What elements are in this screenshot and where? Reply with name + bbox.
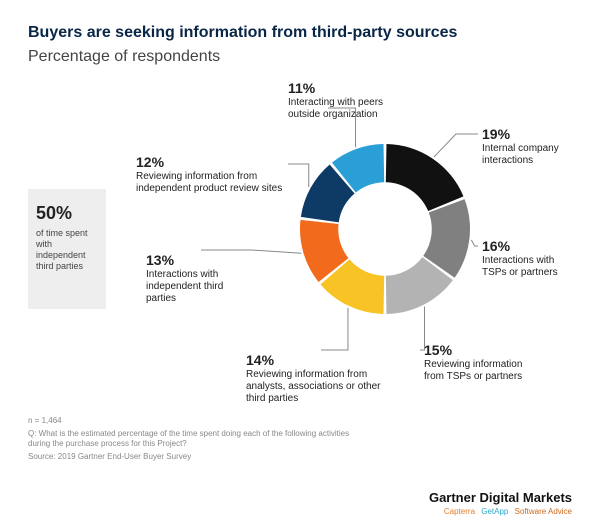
slice-desc: Reviewing information from independent p… xyxy=(136,171,282,194)
slice-pct: 19% xyxy=(482,126,572,143)
slice-desc: Reviewing information from TSPs or partn… xyxy=(424,359,522,382)
slice-desc: Internal company interactions xyxy=(482,143,559,166)
footnote-q: Q: What is the estimated percentage of t… xyxy=(28,429,358,450)
slice-label: 15%Reviewing information from TSPs or pa… xyxy=(424,342,534,383)
slice-desc: Reviewing information from analysts, ass… xyxy=(246,369,381,404)
chart-subtitle: Percentage of respondents xyxy=(28,48,572,66)
leader-line xyxy=(471,240,478,246)
slice-pct: 14% xyxy=(246,352,396,369)
slice-label: 19%Internal company interactions xyxy=(482,126,572,167)
slice-label: 16%Interactions with TSPs or partners xyxy=(482,238,572,279)
leader-line xyxy=(321,308,348,350)
footnote-n: n = 1,464 xyxy=(28,416,572,426)
slice-pct: 11% xyxy=(288,80,408,97)
slice-pct: 12% xyxy=(136,154,286,171)
slice-pct: 13% xyxy=(146,252,256,269)
brand-main: Gartner Digital Markets xyxy=(429,490,572,505)
brand-capterra: Capterra xyxy=(444,507,475,516)
donut-slice xyxy=(386,144,464,211)
brand-getapp: GetApp xyxy=(481,507,508,516)
footnote-src: Source: 2019 Gartner End-User Buyer Surv… xyxy=(28,452,572,462)
brand-softwareadvice: Software Advice xyxy=(515,507,572,516)
brand-sub: Capterra GetApp Software Advice xyxy=(429,507,572,516)
chart-area: 50% of time spent with independent third… xyxy=(28,74,572,414)
slice-label: 11%Interacting with peers outside organi… xyxy=(288,80,408,121)
slice-pct: 15% xyxy=(424,342,534,359)
brand-block: Gartner Digital Markets Capterra GetApp … xyxy=(429,490,572,516)
slice-desc: Interacting with peers outside organizat… xyxy=(288,97,383,120)
slice-desc: Interactions with independent third part… xyxy=(146,269,223,304)
chart-title: Buyers are seeking information from thir… xyxy=(28,24,572,42)
slice-label: 14%Reviewing information from analysts, … xyxy=(246,352,396,405)
slice-label: 12%Reviewing information from independen… xyxy=(136,154,286,195)
slice-desc: Interactions with TSPs or partners xyxy=(482,255,558,278)
slice-pct: 16% xyxy=(482,238,572,255)
donut-chart xyxy=(300,144,470,314)
slice-label: 13%Interactions with independent third p… xyxy=(146,252,256,305)
